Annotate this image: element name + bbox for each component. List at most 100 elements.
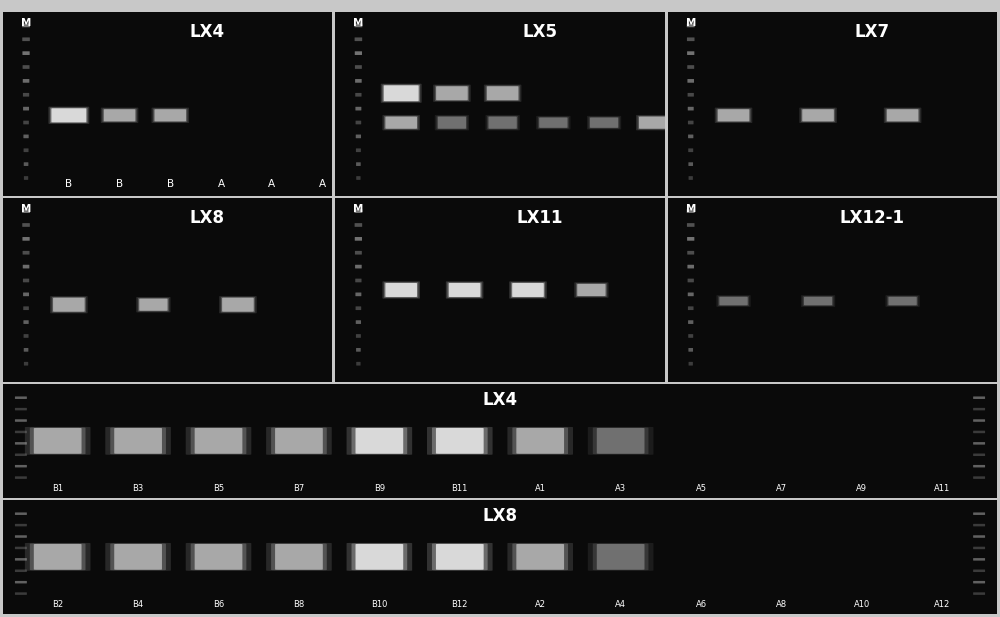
FancyBboxPatch shape xyxy=(385,283,417,297)
FancyBboxPatch shape xyxy=(507,543,573,571)
FancyBboxPatch shape xyxy=(50,296,88,313)
FancyBboxPatch shape xyxy=(385,117,417,129)
FancyBboxPatch shape xyxy=(352,544,407,570)
FancyBboxPatch shape xyxy=(435,115,469,130)
Text: M: M xyxy=(353,18,364,28)
Text: B: B xyxy=(65,179,72,189)
FancyBboxPatch shape xyxy=(804,297,832,305)
FancyBboxPatch shape xyxy=(427,543,493,571)
FancyBboxPatch shape xyxy=(447,282,482,298)
FancyBboxPatch shape xyxy=(887,296,918,306)
Text: M: M xyxy=(353,204,364,213)
FancyBboxPatch shape xyxy=(275,428,323,453)
FancyBboxPatch shape xyxy=(973,476,985,479)
FancyBboxPatch shape xyxy=(152,107,189,123)
FancyBboxPatch shape xyxy=(973,420,985,422)
FancyBboxPatch shape xyxy=(687,51,694,55)
FancyBboxPatch shape xyxy=(382,281,420,299)
FancyBboxPatch shape xyxy=(25,543,90,571)
FancyBboxPatch shape xyxy=(51,109,86,122)
FancyBboxPatch shape xyxy=(24,149,29,152)
FancyBboxPatch shape xyxy=(433,85,471,102)
FancyBboxPatch shape xyxy=(355,265,362,268)
FancyBboxPatch shape xyxy=(191,428,246,454)
FancyBboxPatch shape xyxy=(15,592,27,595)
FancyBboxPatch shape xyxy=(356,176,361,180)
FancyBboxPatch shape xyxy=(688,279,694,283)
FancyBboxPatch shape xyxy=(973,569,985,572)
FancyBboxPatch shape xyxy=(105,543,171,571)
FancyBboxPatch shape xyxy=(15,397,27,399)
FancyBboxPatch shape xyxy=(23,135,29,138)
FancyBboxPatch shape xyxy=(266,427,332,455)
FancyBboxPatch shape xyxy=(136,297,171,312)
FancyBboxPatch shape xyxy=(719,297,748,305)
FancyBboxPatch shape xyxy=(15,442,27,445)
Text: B1: B1 xyxy=(52,484,63,494)
FancyBboxPatch shape xyxy=(22,237,30,241)
Text: B: B xyxy=(167,179,174,189)
FancyBboxPatch shape xyxy=(15,465,27,468)
Text: B2: B2 xyxy=(52,600,63,610)
FancyBboxPatch shape xyxy=(486,86,520,101)
FancyBboxPatch shape xyxy=(23,121,29,125)
FancyBboxPatch shape xyxy=(688,93,694,97)
FancyBboxPatch shape xyxy=(384,282,418,298)
FancyBboxPatch shape xyxy=(973,431,985,433)
FancyBboxPatch shape xyxy=(139,299,168,311)
Text: M: M xyxy=(686,204,696,213)
FancyBboxPatch shape xyxy=(356,348,361,352)
FancyBboxPatch shape xyxy=(101,107,138,123)
FancyBboxPatch shape xyxy=(687,38,695,41)
FancyBboxPatch shape xyxy=(110,544,166,570)
FancyBboxPatch shape xyxy=(593,544,648,570)
FancyBboxPatch shape xyxy=(22,38,30,41)
Text: LX4: LX4 xyxy=(190,23,225,41)
FancyBboxPatch shape xyxy=(355,292,361,296)
FancyBboxPatch shape xyxy=(15,476,27,479)
FancyBboxPatch shape xyxy=(449,283,480,297)
FancyBboxPatch shape xyxy=(15,524,27,526)
FancyBboxPatch shape xyxy=(381,84,422,103)
FancyBboxPatch shape xyxy=(512,544,568,570)
FancyBboxPatch shape xyxy=(687,65,694,69)
Text: M: M xyxy=(686,18,696,28)
FancyBboxPatch shape xyxy=(512,283,544,297)
FancyBboxPatch shape xyxy=(114,544,162,569)
FancyBboxPatch shape xyxy=(24,162,28,166)
FancyBboxPatch shape xyxy=(153,109,187,122)
FancyBboxPatch shape xyxy=(536,116,570,130)
FancyBboxPatch shape xyxy=(973,442,985,445)
FancyBboxPatch shape xyxy=(23,320,29,324)
Text: M: M xyxy=(21,18,31,28)
Text: B7: B7 xyxy=(293,484,305,494)
FancyBboxPatch shape xyxy=(53,298,85,312)
FancyBboxPatch shape xyxy=(271,428,327,454)
FancyBboxPatch shape xyxy=(384,116,418,130)
Text: A1: A1 xyxy=(535,484,546,494)
FancyBboxPatch shape xyxy=(432,428,488,454)
FancyBboxPatch shape xyxy=(887,109,918,122)
FancyBboxPatch shape xyxy=(15,431,27,433)
FancyBboxPatch shape xyxy=(436,86,468,100)
FancyBboxPatch shape xyxy=(355,38,362,41)
FancyBboxPatch shape xyxy=(688,348,693,352)
FancyBboxPatch shape xyxy=(186,427,251,455)
FancyBboxPatch shape xyxy=(688,162,693,166)
FancyBboxPatch shape xyxy=(589,117,620,128)
FancyBboxPatch shape xyxy=(973,558,985,561)
FancyBboxPatch shape xyxy=(355,223,362,227)
Text: LX4: LX4 xyxy=(482,391,518,408)
FancyBboxPatch shape xyxy=(50,107,88,123)
FancyBboxPatch shape xyxy=(22,209,30,213)
FancyBboxPatch shape xyxy=(15,453,27,456)
FancyBboxPatch shape xyxy=(687,237,694,241)
FancyBboxPatch shape xyxy=(438,117,466,129)
FancyBboxPatch shape xyxy=(382,115,420,130)
Text: LX8: LX8 xyxy=(190,209,225,227)
FancyBboxPatch shape xyxy=(512,428,568,454)
Text: B9: B9 xyxy=(374,484,385,494)
FancyBboxPatch shape xyxy=(23,279,29,283)
FancyBboxPatch shape xyxy=(48,107,89,124)
Text: LX11: LX11 xyxy=(516,209,563,227)
